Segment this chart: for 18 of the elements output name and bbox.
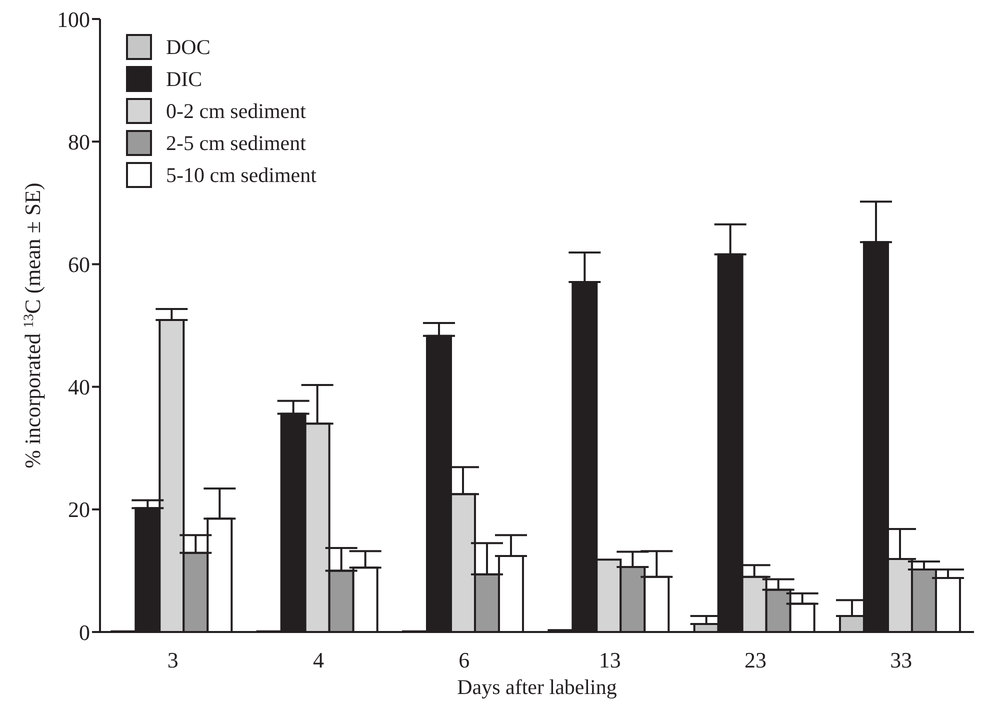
x-axis-title: Days after labeling xyxy=(457,675,618,699)
legend-label: 2-5 cm sediment xyxy=(166,130,306,156)
y-tick-label: 20 xyxy=(68,497,90,522)
y-tick-label: 40 xyxy=(68,374,90,400)
y-tick-label: 0 xyxy=(79,620,90,645)
x-tick-label: 3 xyxy=(167,648,178,673)
x-tick-label: 6 xyxy=(458,648,470,673)
y-tick-label: 100 xyxy=(57,6,90,32)
legend-label: DOC xyxy=(166,34,210,60)
y-tick-label: 60 xyxy=(68,252,90,278)
legend-label: 0-2 cm sediment xyxy=(166,98,306,124)
x-tick-label: 33 xyxy=(890,648,912,673)
legend-label: 5-10 cm sediment xyxy=(166,162,316,188)
legend-label: DIC xyxy=(166,66,202,92)
x-tick-label: 13 xyxy=(598,648,621,673)
x-tick-label: 4 xyxy=(313,648,324,673)
y-tick-label: 80 xyxy=(68,129,90,154)
x-tick-label: 23 xyxy=(744,648,766,673)
